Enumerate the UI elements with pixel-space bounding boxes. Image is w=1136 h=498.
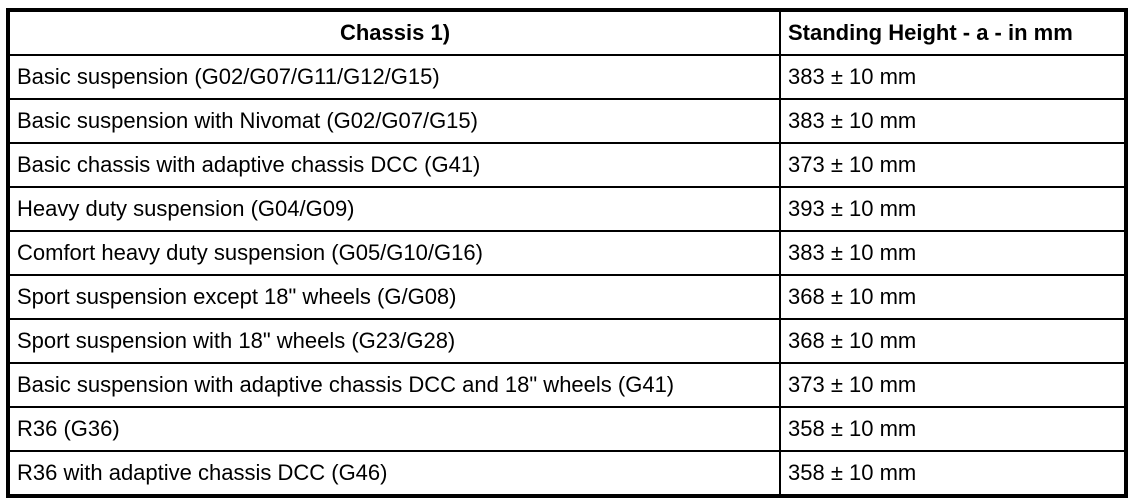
chassis-cell: R36 with adaptive chassis DCC (G46) xyxy=(7,450,781,497)
standing-height-cell: 393 ± 10 mm xyxy=(779,186,1127,232)
table-row: Sport suspension except 18" wheels (G/G0… xyxy=(7,274,1127,320)
column-header-standing-height: Standing Height - a - in mm xyxy=(779,9,1127,56)
table-row: Heavy duty suspension (G04/G09) 393 ± 10… xyxy=(7,186,1127,232)
column-header-chassis: Chassis 1) xyxy=(7,9,781,56)
chassis-cell: R36 (G36) xyxy=(7,406,781,452)
chassis-cell: Basic chassis with adaptive chassis DCC … xyxy=(7,142,781,188)
chassis-cell: Comfort heavy duty suspension (G05/G10/G… xyxy=(7,230,781,276)
standing-height-cell: 383 ± 10 mm xyxy=(779,230,1127,276)
table-row: Basic suspension with adaptive chassis D… xyxy=(7,362,1127,408)
table-row: Basic chassis with adaptive chassis DCC … xyxy=(7,142,1127,188)
chassis-cell: Basic suspension with Nivomat (G02/G07/G… xyxy=(7,98,781,144)
standing-height-cell: 373 ± 10 mm xyxy=(779,362,1127,408)
table-row: Basic suspension with Nivomat (G02/G07/G… xyxy=(7,98,1127,144)
standing-height-cell: 368 ± 10 mm xyxy=(779,318,1127,364)
table-row: R36 (G36) 358 ± 10 mm xyxy=(7,406,1127,452)
standing-height-cell: 383 ± 10 mm xyxy=(779,98,1127,144)
standing-height-cell: 358 ± 10 mm xyxy=(779,406,1127,452)
table-row: R36 with adaptive chassis DCC (G46) 358 … xyxy=(7,450,1127,497)
standing-height-cell: 358 ± 10 mm xyxy=(779,450,1127,497)
chassis-cell: Basic suspension (G02/G07/G11/G12/G15) xyxy=(7,54,781,100)
chassis-cell: Heavy duty suspension (G04/G09) xyxy=(7,186,781,232)
standing-height-cell: 383 ± 10 mm xyxy=(779,54,1127,100)
table-row: Basic suspension (G02/G07/G11/G12/G15) 3… xyxy=(7,54,1127,100)
chassis-standing-height-table: Chassis 1) Standing Height - a - in mm B… xyxy=(6,8,1128,498)
table-row: Sport suspension with 18" wheels (G23/G2… xyxy=(7,318,1127,364)
chassis-cell: Sport suspension with 18" wheels (G23/G2… xyxy=(7,318,781,364)
standing-height-cell: 373 ± 10 mm xyxy=(779,142,1127,188)
table-header-row: Chassis 1) Standing Height - a - in mm xyxy=(7,9,1127,56)
standing-height-cell: 368 ± 10 mm xyxy=(779,274,1127,320)
chassis-cell: Basic suspension with adaptive chassis D… xyxy=(7,362,781,408)
table-row: Comfort heavy duty suspension (G05/G10/G… xyxy=(7,230,1127,276)
chassis-cell: Sport suspension except 18" wheels (G/G0… xyxy=(7,274,781,320)
